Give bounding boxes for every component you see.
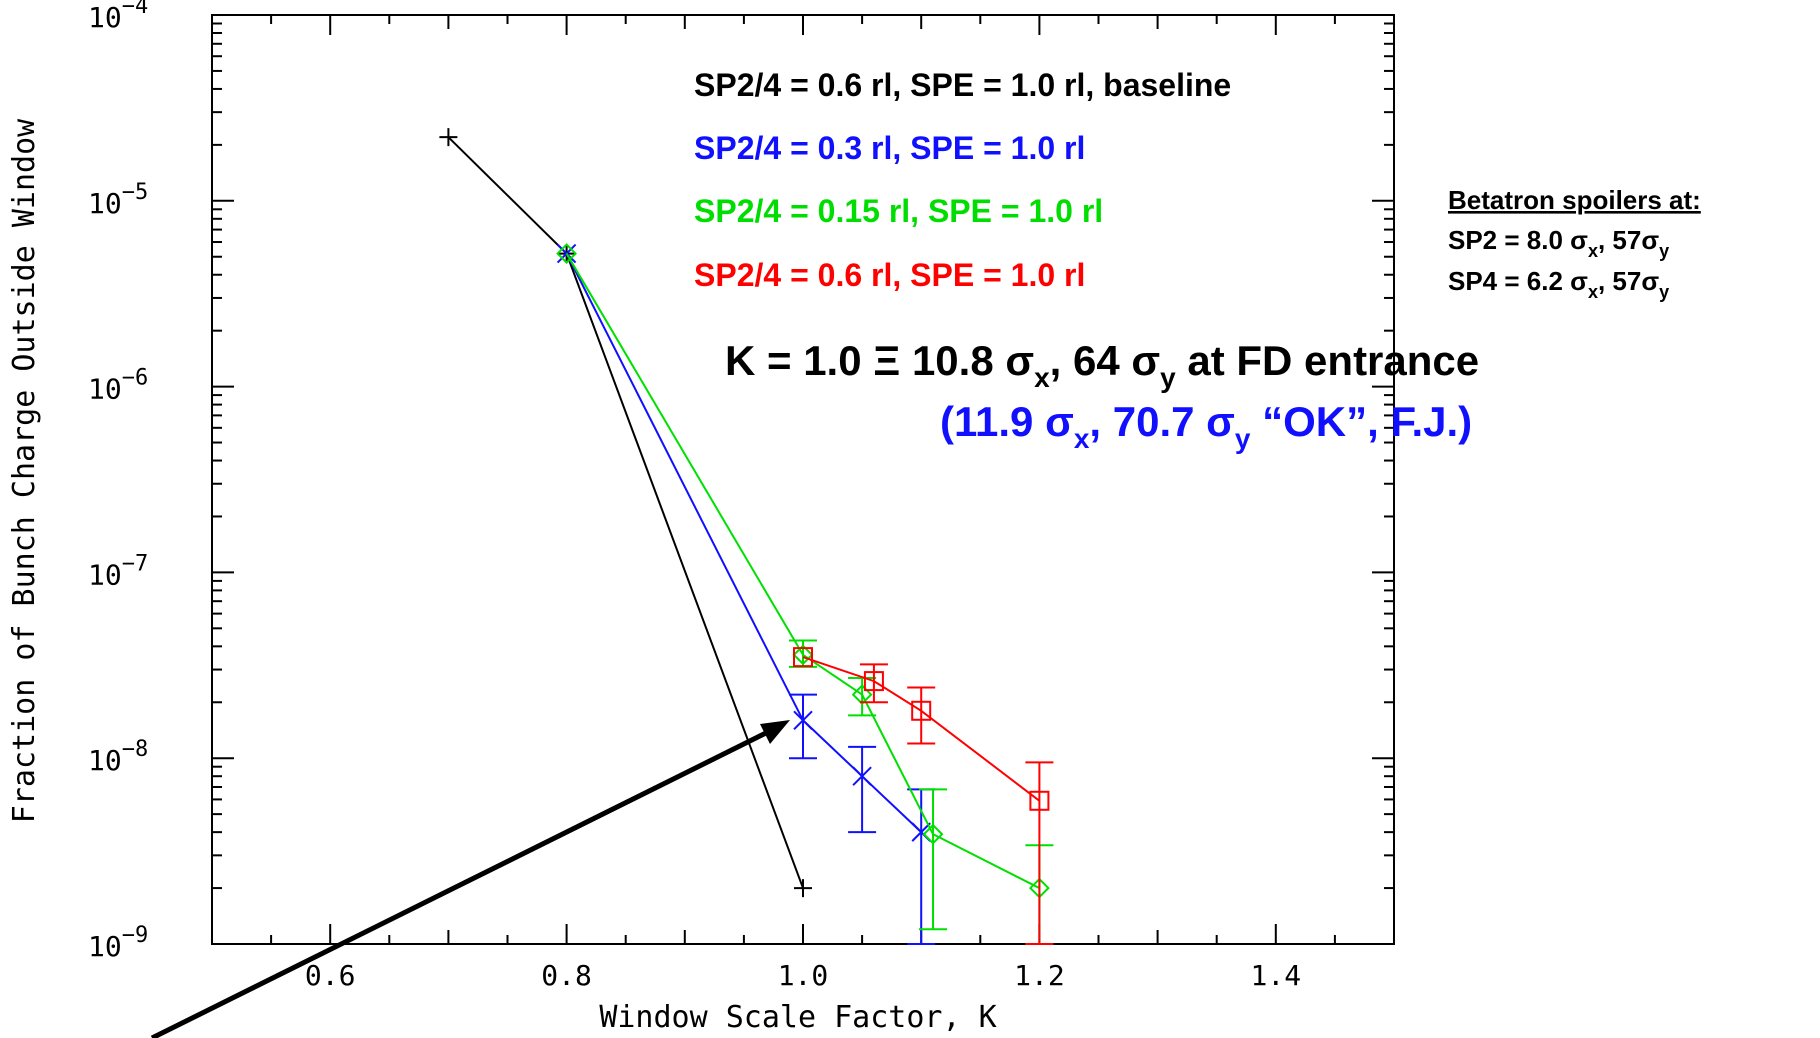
y-axis-label: Fraction of Bunch Charge Outside Window (7, 118, 42, 823)
y-tick-label: 10−6 (88, 366, 148, 406)
data-point (863, 671, 884, 692)
series-line (565, 253, 922, 833)
x-axis-label: Window Scale Factor, K (599, 1000, 996, 1035)
legend-entry-0.3rl: SP2/4 = 0.3 rl, SPE = 1.0 rl (694, 130, 1085, 166)
x-tick-label: 1.4 (1251, 959, 1302, 992)
data-point (793, 647, 813, 668)
y-tick-label: 10−9 (88, 923, 148, 963)
k-ok-annotation: (11.9 σx, 70.7 σy “OK”, F.J.) (940, 398, 1472, 454)
data-point (1029, 790, 1050, 811)
y-tick-labels: 10−4 10−5 10−6 10−7 10−8 10−9 (88, 0, 148, 963)
series-x (556, 243, 936, 945)
data-point (922, 823, 944, 845)
x-tick-label: 1.2 (1014, 959, 1065, 992)
series-plus (439, 128, 812, 898)
pointer-arrow (150, 720, 790, 1038)
series-line (447, 136, 804, 889)
spoilers-sp2: SP2 = 8.0 σx, 57σy (1448, 225, 1669, 261)
axis-ticks (211, 15, 1395, 945)
series-square (793, 647, 1054, 945)
x-tick-label: 1.0 (778, 959, 829, 992)
data-point (794, 879, 812, 898)
x-tick-label: 0.8 (541, 959, 592, 992)
y-tick-label: 10−5 (88, 180, 148, 220)
series-line (802, 656, 1041, 802)
x-tick-label: 0.6 (305, 959, 356, 992)
plot-area: 0.6 0.8 1.0 1.2 1.4 10−4 10−5 10−6 10−7 10−8 10−9 (88, 0, 1395, 992)
k-definition-annotation: K = 1.0 Ξ 10.8 σx, 64 σy at FD entrance (725, 337, 1479, 393)
y-tick-label: 10−4 (88, 0, 148, 34)
legend-entry-0.15rl: SP2/4 = 0.15 rl, SPE = 1.0 rl (694, 193, 1103, 229)
spoilers-title: Betatron spoilers at: (1448, 185, 1701, 215)
legend: SP2/4 = 0.6 rl, SPE = 1.0 rl, baseline S… (694, 67, 1231, 293)
data-point (852, 766, 872, 786)
legend-entry-0.6rl: SP2/4 = 0.6 rl, SPE = 1.0 rl (694, 257, 1085, 293)
y-tick-label: 10−8 (88, 737, 148, 777)
spoilers-note: Betatron spoilers at: SP2 = 8.0 σx, 57σy… (1448, 185, 1701, 302)
x-tick-labels: 0.6 0.8 1.0 1.2 1.4 (305, 959, 1301, 992)
y-tick-label: 10−7 (88, 551, 148, 591)
legend-entry-baseline: SP2/4 = 0.6 rl, SPE = 1.0 rl, baseline (694, 67, 1231, 103)
data-point (851, 684, 873, 705)
data-point (792, 644, 814, 666)
data-point (793, 710, 813, 730)
data-point (556, 243, 578, 264)
series-layer (439, 128, 1054, 945)
data-point (911, 700, 932, 721)
spoilers-sp4: SP4 = 6.2 σx, 57σy (1448, 266, 1669, 302)
data-point (439, 128, 458, 147)
